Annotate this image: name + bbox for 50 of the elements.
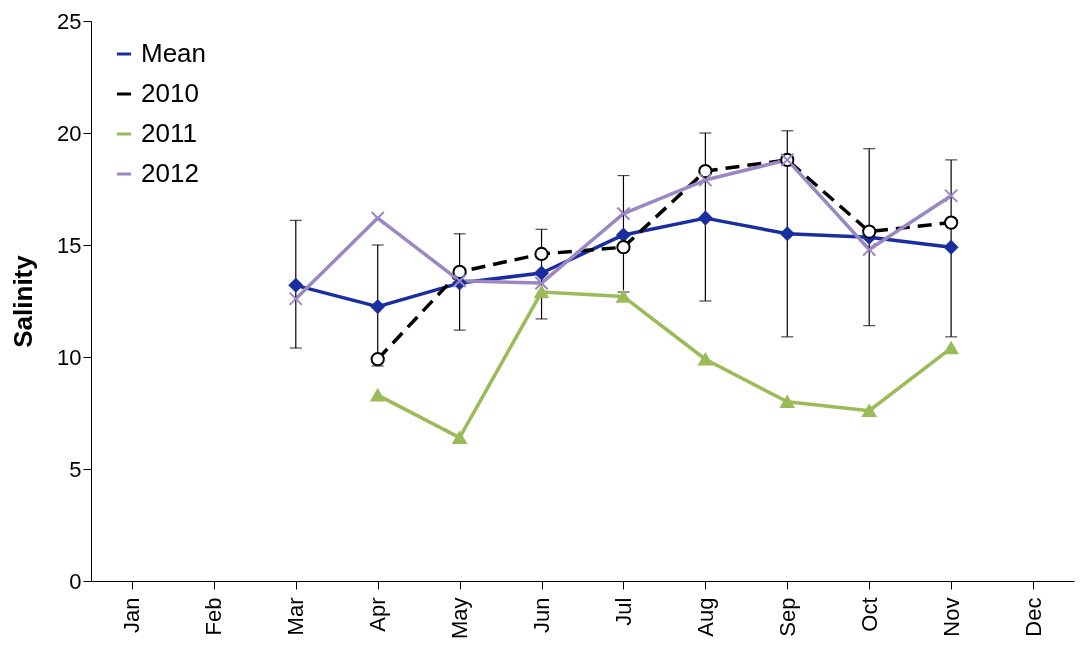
x-tick-label: Sep <box>774 597 800 637</box>
point <box>452 431 467 444</box>
y-axis-title: Salinity <box>8 254 39 348</box>
point <box>698 211 713 226</box>
point <box>370 388 385 402</box>
legend-label: 2012 <box>141 158 199 188</box>
x-tick-label: Jun <box>529 597 555 633</box>
x-tick-label: Apr <box>365 597 391 632</box>
point <box>862 242 877 257</box>
point <box>534 246 549 262</box>
x-tick-label: Oct <box>856 597 882 632</box>
legend-label: Mean <box>141 38 207 68</box>
point <box>944 341 959 355</box>
point <box>862 404 877 418</box>
point <box>780 395 795 409</box>
x-tick-label: Mar <box>283 597 309 636</box>
legend-label: 2011 <box>141 118 197 148</box>
point <box>944 188 959 203</box>
x-tick-label: May <box>447 597 473 640</box>
point <box>370 352 385 367</box>
y-tick-label: 20 <box>57 120 82 146</box>
point <box>616 206 631 221</box>
point <box>370 211 385 226</box>
y-tick-label: 5 <box>69 456 82 482</box>
point <box>862 224 877 239</box>
point <box>944 240 959 255</box>
point <box>534 285 549 299</box>
x-tick-label: Aug <box>692 597 718 637</box>
y-tick-label: 10 <box>57 344 82 370</box>
point <box>944 215 959 230</box>
x-tick-label: Jan <box>119 597 145 633</box>
point <box>698 172 713 188</box>
point <box>698 352 713 366</box>
point <box>780 226 795 241</box>
x-tick-label: Jul <box>610 597 636 626</box>
point <box>288 278 303 293</box>
x-tick-label: Feb <box>201 597 227 636</box>
legend-label: 2010 <box>141 78 199 108</box>
point <box>288 291 303 306</box>
point <box>616 290 631 303</box>
x-tick-label: Dec <box>1020 597 1046 637</box>
y-tick-label: 0 <box>69 568 82 594</box>
y-tick-label: 25 <box>57 8 82 34</box>
point <box>534 265 549 281</box>
point <box>616 227 631 243</box>
point <box>370 299 385 314</box>
point <box>616 240 631 255</box>
x-tick-label: Nov <box>938 597 964 637</box>
point <box>534 275 549 291</box>
y-tick-label: 15 <box>57 232 82 258</box>
